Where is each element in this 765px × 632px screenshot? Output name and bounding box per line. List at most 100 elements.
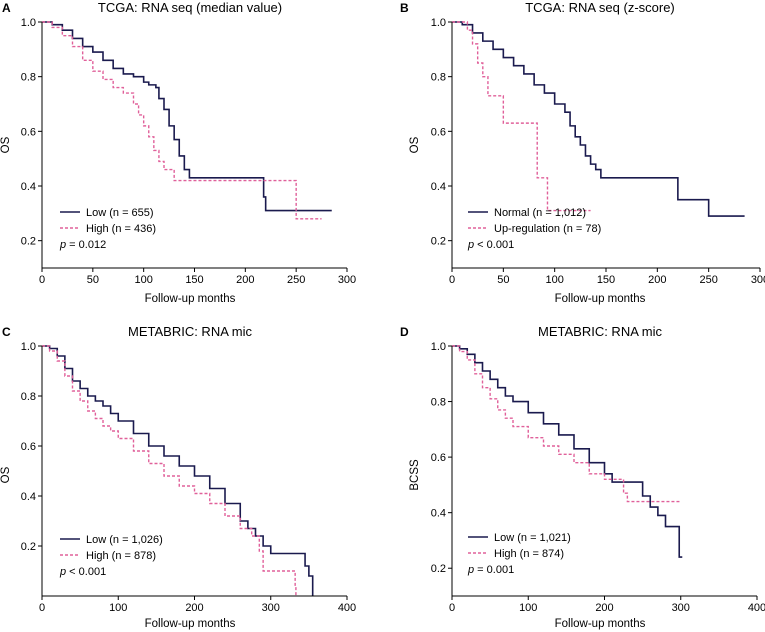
y-axis-label: OS	[0, 136, 12, 153]
x-ticks: 0 100 200 300 400	[39, 596, 356, 614]
legend-label-high: High (n = 878)	[86, 550, 156, 562]
x-tick-label: 50	[87, 274, 99, 286]
p-value-symbol: p	[59, 566, 66, 578]
y-tick-label: 0.2	[21, 541, 36, 553]
x-ticks: 0 50 100 150 200 250 300	[449, 268, 765, 286]
p-value-text: = 0.012	[66, 239, 106, 251]
y-tick-label: 0.4	[431, 181, 446, 193]
legend-label-high: High (n = 436)	[86, 223, 156, 235]
panel-b: B TCGA: RNA seq (z-score) Follow-up mont…	[400, 0, 765, 305]
panel-a: A TCGA: RNA seq (median value) Follow-up…	[0, 0, 356, 305]
km-curve-comparison	[42, 21, 322, 220]
x-tick-label: 0	[449, 602, 455, 614]
y-tick-label: 0.8	[21, 72, 36, 84]
legend-label-low: Low (n = 1,026)	[86, 534, 163, 546]
curves	[452, 345, 683, 558]
x-tick-label: 200	[595, 602, 613, 614]
curves	[42, 345, 314, 596]
x-tick-label: 0	[39, 274, 45, 286]
p-value-symbol: p	[59, 239, 66, 251]
x-tick-label: 200	[236, 274, 254, 286]
curves	[452, 21, 745, 217]
km-curve-comparison	[452, 21, 591, 212]
y-axis-label: OS	[0, 466, 12, 483]
x-tick-label: 300	[262, 602, 280, 614]
km-curve-comparison	[452, 345, 681, 503]
legend: Low (n = 1,026) High (n = 878)	[60, 534, 163, 562]
p-value: p = 0.012	[59, 239, 106, 251]
panel-c: C METABRIC: RNA mic Follow-up months OS …	[0, 324, 356, 630]
y-tick-label: 0.6	[431, 126, 446, 138]
x-tick-label: 400	[748, 602, 765, 614]
y-tick-label: 0.6	[21, 441, 36, 453]
y-axis-label: OS	[409, 136, 421, 153]
chart-title: TCGA: RNA seq (median value)	[98, 0, 282, 15]
x-ticks: 0 100 200 300 400	[449, 596, 765, 614]
panel-letter: C	[2, 325, 11, 339]
y-tick-label: 0.2	[431, 236, 446, 248]
y-tick-label: 0.8	[431, 72, 446, 84]
legend: Low (n = 1,021) High (n = 874)	[468, 532, 571, 560]
km-curve-comparison	[42, 345, 297, 596]
curves	[42, 21, 332, 220]
x-tick-label: 200	[648, 274, 666, 286]
legend-label-normal: Normal (n = 1,012)	[494, 207, 586, 219]
x-tick-label: 150	[185, 274, 203, 286]
x-tick-label: 250	[699, 274, 717, 286]
y-axis-label: BCSS	[409, 459, 421, 491]
y-tick-label: 1.0	[21, 17, 36, 29]
p-value-symbol: p	[467, 564, 474, 576]
x-axis-label: Follow-up months	[555, 618, 646, 630]
km-curve-reference	[42, 21, 332, 212]
chart-title: TCGA: RNA seq (z-score)	[525, 0, 675, 15]
chart-title: METABRIC: RNA mic	[128, 324, 252, 339]
panel-letter: A	[2, 1, 11, 15]
x-axis-label: Follow-up months	[555, 293, 646, 305]
km-curve-reference	[42, 345, 314, 596]
x-tick-label: 100	[134, 274, 152, 286]
legend-label-low: Low (n = 655)	[86, 207, 154, 219]
x-tick-label: 150	[597, 274, 615, 286]
p-value-symbol: p	[467, 239, 474, 251]
p-value: p < 0.001	[467, 239, 514, 251]
legend-label-up: Up-regulation (n = 78)	[494, 223, 601, 235]
p-value: p < 0.001	[59, 566, 106, 578]
x-tick-label: 100	[109, 602, 127, 614]
panel-letter: B	[400, 1, 409, 15]
x-axis-label: Follow-up months	[145, 618, 236, 630]
y-tick-label: 0.2	[21, 236, 36, 248]
y-tick-label: 0.6	[431, 452, 446, 464]
x-tick-label: 300	[338, 274, 356, 286]
y-tick-label: 1.0	[431, 341, 446, 353]
p-value-text: < 0.001	[474, 239, 514, 251]
y-tick-label: 0.4	[431, 508, 446, 520]
x-tick-label: 100	[519, 602, 537, 614]
legend-label-low: Low (n = 1,021)	[494, 532, 571, 544]
x-tick-label: 300	[672, 602, 690, 614]
y-tick-label: 0.4	[21, 181, 36, 193]
y-tick-label: 1.0	[431, 17, 446, 29]
x-tick-label: 50	[497, 274, 509, 286]
y-tick-label: 1.0	[21, 341, 36, 353]
km-curve-reference	[452, 21, 745, 217]
y-ticks: 0.2 0.4 0.6 0.8 1.0	[431, 341, 452, 575]
x-tick-label: 250	[287, 274, 305, 286]
chart-title: METABRIC: RNA mic	[538, 324, 662, 339]
y-ticks: 0.2 0.4 0.6 0.8 1.0	[431, 17, 452, 248]
y-tick-label: 0.6	[21, 126, 36, 138]
p-value: p = 0.001	[467, 564, 514, 576]
x-tick-label: 100	[545, 274, 563, 286]
x-ticks: 0 50 100 150 200 250 300	[39, 268, 356, 286]
km-curve-reference	[452, 345, 683, 558]
x-tick-label: 0	[39, 602, 45, 614]
legend: Low (n = 655) High (n = 436)	[60, 207, 156, 235]
x-tick-label: 400	[338, 602, 356, 614]
legend: Normal (n = 1,012) Up-regulation (n = 78…	[468, 207, 601, 235]
panel-d: D METABRIC: RNA mic Follow-up months BCS…	[400, 324, 765, 630]
y-tick-label: 0.2	[431, 563, 446, 575]
y-tick-label: 0.8	[431, 397, 446, 409]
x-tick-label: 0	[449, 274, 455, 286]
y-ticks: 0.2 0.4 0.6 0.8 1.0	[21, 17, 42, 248]
legend-label-high: High (n = 874)	[494, 548, 564, 560]
